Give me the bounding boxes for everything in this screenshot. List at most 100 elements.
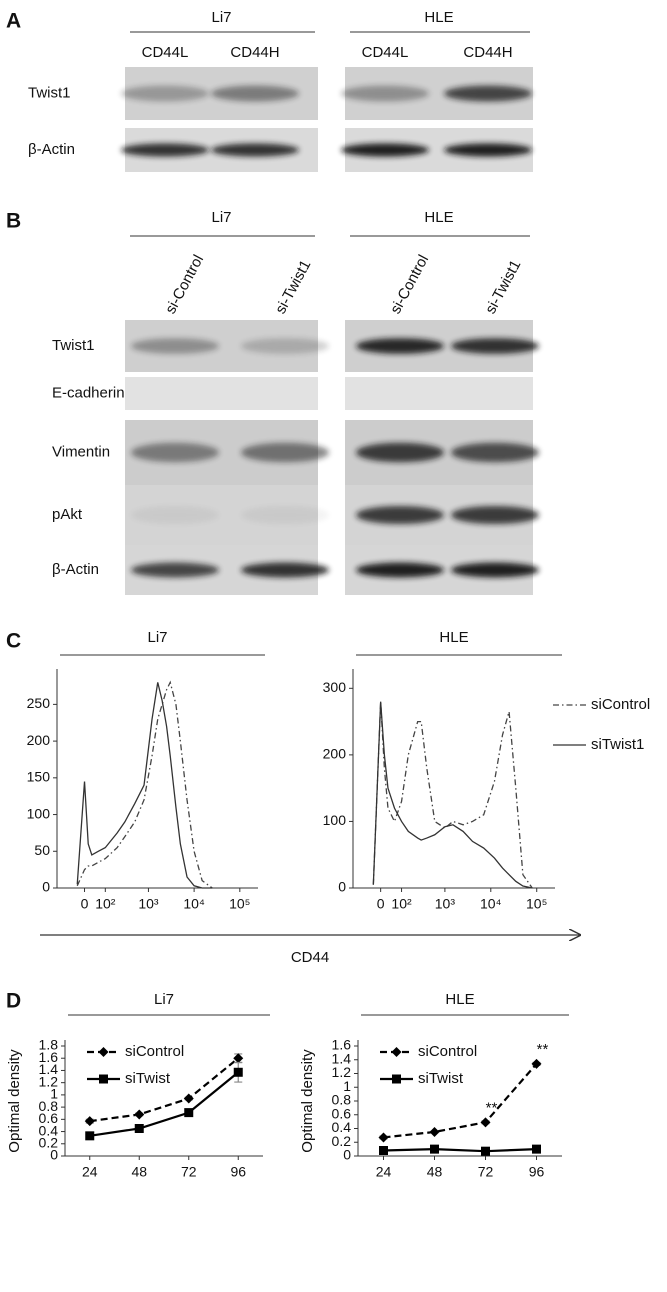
panel-letter: A (6, 10, 21, 33)
row-label: pAkt (52, 506, 83, 523)
x-tick-label: 48 (131, 1164, 147, 1180)
lane-label: si-Control (387, 252, 432, 317)
y-tick-label: 150 (27, 769, 51, 785)
series-line (372, 701, 533, 889)
band (241, 506, 329, 524)
band (241, 442, 329, 463)
series-line (89, 1071, 239, 1137)
y-tick-label: 0.4 (39, 1122, 59, 1138)
x-tick-label: 96 (529, 1164, 545, 1180)
band (241, 338, 329, 354)
y-axis-label: Optimal density (299, 1049, 316, 1153)
legend-label: siControl (418, 1043, 477, 1060)
blot (125, 377, 318, 410)
y-tick-label: 1.4 (39, 1061, 59, 1077)
y-tick-label: 1 (343, 1078, 351, 1094)
marker (84, 1116, 95, 1127)
legend-marker (98, 1047, 109, 1057)
y-tick-label: 0.6 (39, 1110, 59, 1126)
band (451, 562, 539, 578)
row-label: β-Actin (52, 561, 99, 578)
marker (183, 1093, 194, 1104)
row-label: Vimentin (52, 443, 110, 460)
band (451, 338, 539, 354)
y-tick-label: 200 (323, 746, 347, 762)
marker (85, 1131, 95, 1141)
y-tick-label: 1.6 (39, 1049, 59, 1065)
band (356, 562, 444, 578)
x-tick-label: 10⁵ (229, 896, 250, 912)
series-line (372, 701, 533, 889)
chart-title: HLE (439, 629, 468, 646)
x-axis-label: CD44 (291, 949, 329, 966)
legend-label: siTwist (418, 1070, 464, 1087)
band (444, 143, 532, 157)
y-tick-label: 300 (323, 679, 347, 695)
chart-title: HLE (445, 991, 474, 1008)
row-label: β-Actin (28, 141, 75, 158)
legend-label: siTwist1 (591, 736, 644, 753)
x-tick-label: 10³ (435, 896, 456, 912)
y-tick-label: 50 (34, 842, 50, 858)
band (451, 506, 539, 524)
marker (233, 1067, 243, 1077)
series-line (76, 682, 213, 889)
x-tick-label: 10² (391, 896, 412, 912)
annotation: ** (537, 1041, 549, 1058)
marker (531, 1058, 542, 1069)
y-tick-label: 1 (50, 1086, 58, 1102)
x-tick-label: 0 (377, 896, 385, 912)
x-tick-label: 10⁵ (526, 896, 547, 912)
y-tick-label: 0.2 (39, 1134, 59, 1150)
group-label: HLE (424, 9, 453, 26)
y-tick-label: 0 (42, 879, 50, 895)
marker (134, 1109, 145, 1120)
x-tick-label: 24 (82, 1164, 98, 1180)
y-tick-label: 0 (50, 1147, 58, 1163)
marker (233, 1053, 244, 1064)
marker (532, 1144, 541, 1154)
x-tick-label: 10³ (138, 896, 159, 912)
y-tick-label: 0.4 (332, 1119, 352, 1135)
y-tick-label: 100 (323, 812, 347, 828)
group-label: HLE (424, 209, 453, 226)
legend-marker (99, 1074, 108, 1084)
band (444, 85, 532, 102)
lane-label: si-Twist1 (482, 257, 524, 316)
y-axis-label: Optimal density (6, 1049, 23, 1153)
x-tick-label: 0 (81, 896, 89, 912)
y-tick-label: 0.2 (332, 1133, 352, 1149)
y-tick-label: 0.8 (332, 1092, 352, 1108)
row-label: Twist1 (52, 337, 95, 354)
band (131, 506, 219, 524)
group-label: Li7 (211, 9, 231, 26)
band (211, 143, 299, 157)
band (131, 338, 219, 354)
band (211, 85, 299, 102)
marker (480, 1117, 491, 1128)
x-tick-label: 10² (95, 896, 116, 912)
legend-label: siControl (125, 1043, 184, 1060)
y-tick-label: 1.2 (39, 1073, 59, 1089)
y-tick-label: 1.6 (332, 1037, 352, 1053)
marker (134, 1124, 144, 1133)
y-tick-label: 1.2 (332, 1064, 352, 1080)
blot (345, 377, 533, 410)
x-tick-label: 72 (478, 1164, 494, 1180)
band (131, 562, 219, 578)
band (356, 442, 444, 463)
band (341, 143, 429, 157)
lane-label: si-Control (162, 252, 207, 317)
x-tick-label: 10⁴ (480, 896, 502, 912)
x-tick-label: 72 (181, 1164, 197, 1180)
series-line (383, 1063, 538, 1139)
y-tick-label: 1.4 (332, 1050, 352, 1066)
y-tick-label: 200 (27, 732, 51, 748)
band (131, 442, 219, 463)
legend-label: siTwist (125, 1070, 171, 1087)
band (121, 85, 209, 102)
band (451, 442, 539, 463)
y-tick-label: 0.8 (39, 1098, 59, 1114)
y-tick-label: 0 (343, 1147, 351, 1163)
